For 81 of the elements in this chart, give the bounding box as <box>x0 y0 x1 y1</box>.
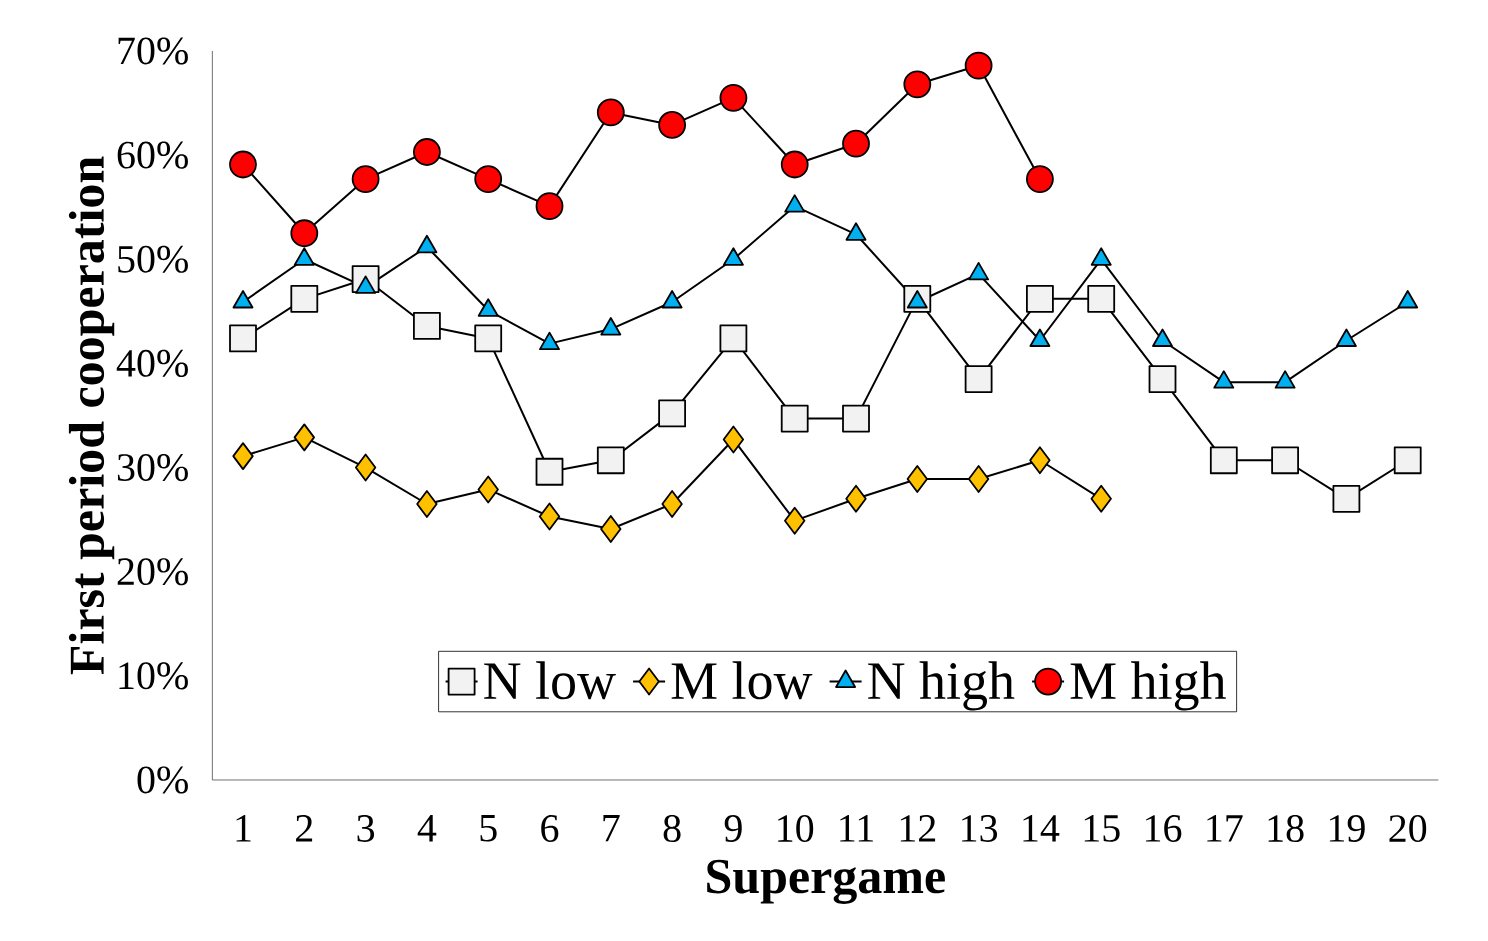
x-tick-label: 1 <box>236 815 251 842</box>
point <box>290 284 319 313</box>
point <box>477 475 499 504</box>
point <box>413 138 441 166</box>
x-tick-label: 8 <box>663 815 681 843</box>
point <box>596 98 625 127</box>
legend-label: N high <box>868 661 1015 711</box>
point <box>903 70 932 99</box>
y-tick-label: 40% <box>116 349 188 377</box>
y-tick-label: 70% <box>118 37 188 65</box>
point <box>1090 484 1112 513</box>
y-axis-title: First period cooperation <box>68 156 115 675</box>
point <box>1271 446 1299 475</box>
x-tick-label: 14 <box>1023 815 1060 842</box>
x-tick-label: 7 <box>603 815 620 842</box>
point <box>658 399 687 428</box>
y-tick-label: 0% <box>137 766 188 794</box>
x-tick-label: 5 <box>480 815 497 842</box>
x-tick-label: 2 <box>296 815 313 842</box>
point <box>658 111 687 139</box>
x-tick-label: 15 <box>1084 815 1120 842</box>
x-tick-label: 6 <box>541 815 559 842</box>
point <box>351 165 380 193</box>
point <box>600 515 622 543</box>
point <box>535 457 564 486</box>
x-tick-label: 9 <box>724 815 742 842</box>
x-tick-label: 11 <box>840 815 873 842</box>
x-tick-label: 10 <box>778 815 814 843</box>
y-tick-label: 50% <box>118 245 188 273</box>
y-tick-label: 60% <box>117 141 188 169</box>
point <box>967 465 990 493</box>
point <box>1029 446 1051 475</box>
point <box>1332 484 1361 513</box>
x-tick-label: 3 <box>357 815 375 842</box>
point <box>538 502 561 531</box>
point <box>906 465 928 493</box>
point <box>1148 365 1177 393</box>
x-tick-label: 19 <box>1329 815 1365 842</box>
point <box>722 425 745 454</box>
point <box>1026 165 1054 193</box>
point <box>1393 446 1422 475</box>
x-tick-label: 13 <box>962 815 998 842</box>
y-tick-label: 10% <box>119 662 188 690</box>
point <box>413 312 441 340</box>
y-tick-label: 20% <box>117 558 188 586</box>
x-tick-label: 16 <box>1146 815 1182 842</box>
point <box>780 404 809 433</box>
x-tick-label: 4 <box>417 815 437 842</box>
point <box>290 219 319 248</box>
point <box>964 51 993 80</box>
point <box>354 453 377 482</box>
point <box>416 490 438 518</box>
point <box>1087 284 1116 313</box>
x-tick-label: 17 <box>1207 815 1243 842</box>
point <box>596 446 625 475</box>
point <box>719 324 748 353</box>
point <box>661 490 683 518</box>
point <box>842 129 870 158</box>
x-tick-label: 12 <box>900 815 936 842</box>
point <box>535 192 564 221</box>
point <box>474 165 503 193</box>
point <box>474 324 503 353</box>
point <box>842 404 870 433</box>
x-tick-label: 18 <box>1268 815 1304 843</box>
point <box>1209 446 1238 475</box>
x-axis-title: Supergame <box>707 859 945 904</box>
point <box>780 150 809 179</box>
x-tick-label: 20 <box>1389 815 1427 843</box>
point <box>229 324 257 353</box>
legend-label: M low <box>671 661 813 700</box>
point <box>293 423 315 452</box>
y-tick-label: 30% <box>117 454 188 482</box>
point <box>1026 284 1054 313</box>
point <box>229 150 257 179</box>
point <box>964 365 993 393</box>
point <box>845 484 867 513</box>
legend-label: M high <box>1070 661 1226 711</box>
point <box>232 442 254 471</box>
point <box>719 83 748 112</box>
point <box>784 506 806 535</box>
legend-label: N low <box>484 661 616 700</box>
